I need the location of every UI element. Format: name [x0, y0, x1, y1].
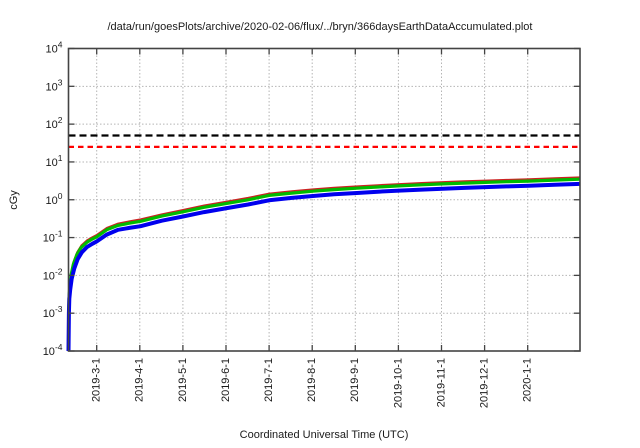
- y-tick-label: 10-1: [43, 229, 63, 245]
- series-red-line-curve: [67, 176, 581, 350]
- series-blue-line-curve: [66, 181, 581, 352]
- x-tick-label: 2019-6-1: [220, 358, 232, 402]
- y-tick-label: 101: [46, 153, 63, 169]
- y-tick-label: 102: [46, 115, 63, 131]
- y-tick-label: 104: [46, 40, 63, 56]
- x-tick-label: 2019-5-1: [177, 358, 189, 402]
- y-tick-label: 100: [46, 191, 63, 207]
- x-tick-label: 2019-10-1: [392, 358, 404, 408]
- x-tick-label: 2019-12-1: [479, 358, 491, 408]
- x-tick-label: 2019-11-1: [435, 358, 447, 407]
- y-tick-label: 10-2: [43, 266, 63, 282]
- y-tick-label: 103: [46, 77, 63, 93]
- x-tick-label: 2019-8-1: [306, 358, 318, 402]
- series-green-line-curve: [66, 177, 581, 352]
- x-tick-label: 2019-7-1: [263, 358, 275, 402]
- x-tick-label: 2020-1-1: [522, 358, 534, 402]
- x-axis-label: Coordinated Universal Time (UTC): [239, 429, 409, 441]
- x-tick-label: 2019-4-1: [134, 358, 146, 402]
- y-tick-label: 10-4: [43, 342, 63, 358]
- y-tick-label: 10-3: [43, 304, 63, 320]
- x-tick-label: 2019-9-1: [349, 358, 361, 402]
- x-tick-label: 2019-3-1: [91, 358, 103, 402]
- plot-title: /data/run/goesPlots/archive/2020-02-06/f…: [107, 21, 533, 33]
